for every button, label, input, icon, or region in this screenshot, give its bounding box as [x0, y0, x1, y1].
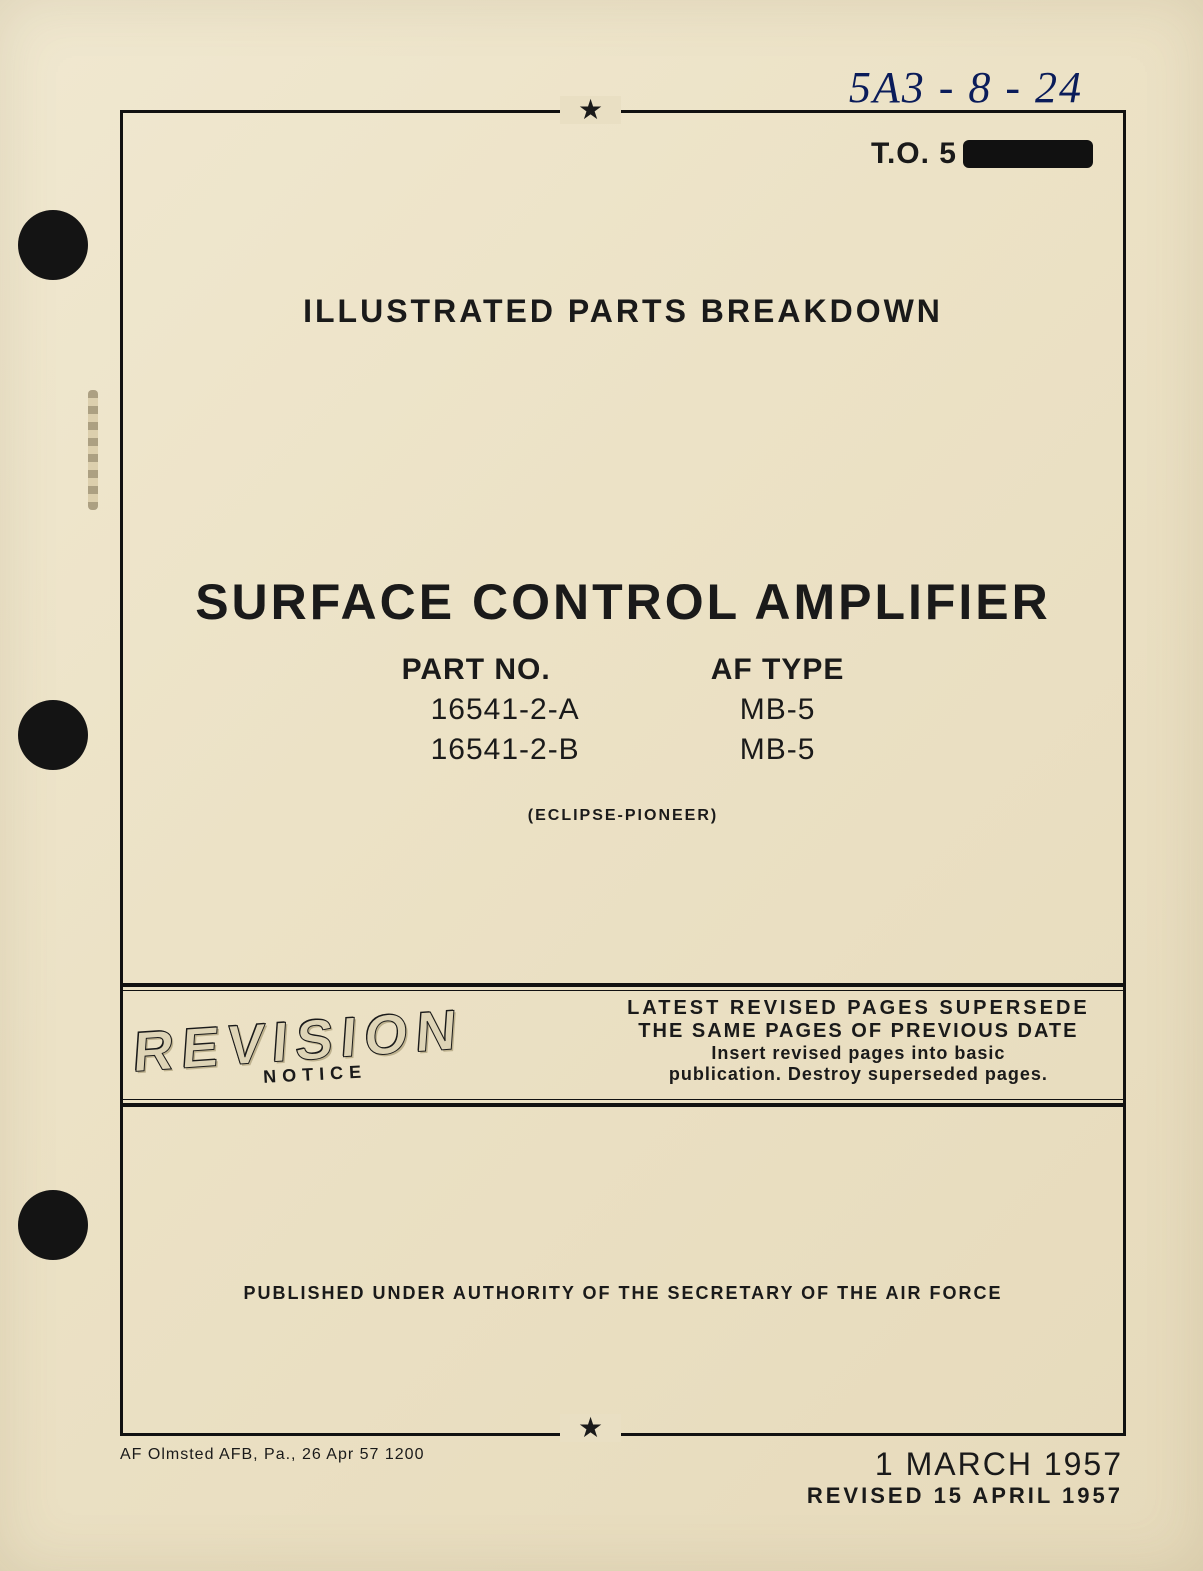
- print-frame: T.O. 5 ILLUSTRATED PARTS BREAKDOWN SURFA…: [120, 110, 1126, 1436]
- aftype-cell: MB-5: [740, 733, 816, 767]
- to-prefix: T.O. 5: [871, 137, 957, 171]
- issue-date: 1 MARCH 1957: [807, 1446, 1123, 1483]
- handwritten-annotation: 5A3 - 8 - 24: [849, 62, 1083, 113]
- parts-table: PART NO. AF TYPE 16541-2-A MB-5 16541-2-…: [123, 653, 1123, 825]
- binding-mark: [88, 390, 98, 510]
- revision-date: REVISED 15 APRIL 1957: [807, 1483, 1123, 1509]
- revision-line: THE SAME PAGES OF PREVIOUS DATE: [614, 1020, 1103, 1043]
- hole-punch: [18, 700, 88, 770]
- authority-line: PUBLISHED UNDER AUTHORITY OF THE SECRETA…: [123, 1283, 1123, 1304]
- document-type-heading: ILLUSTRATED PARTS BREAKDOWN: [123, 293, 1123, 330]
- aftype-cell: MB-5: [740, 693, 816, 727]
- document-page: 5A3 - 8 - 24 T.O. 5 ILLUSTRATED PARTS BR…: [0, 0, 1203, 1571]
- star-ornament-icon: ★: [560, 1414, 621, 1442]
- redaction-bar: [963, 140, 1093, 168]
- revision-notice-band: REVISION NOTICE LATEST REVISED PAGES SUP…: [123, 983, 1123, 1107]
- revision-line: publication. Destroy superseded pages.: [614, 1064, 1103, 1085]
- manufacturer-label: (ECLIPSE-PIONEER): [123, 807, 1123, 825]
- col-header-aftype: AF TYPE: [711, 653, 845, 687]
- date-block: 1 MARCH 1957 REVISED 15 APRIL 1957: [807, 1446, 1123, 1509]
- partno-cell: 16541-2-A: [431, 693, 580, 727]
- col-header-partno: PART NO.: [402, 653, 551, 687]
- hole-punch: [18, 210, 88, 280]
- star-ornament-icon: ★: [560, 96, 621, 124]
- revision-line: LATEST REVISED PAGES SUPERSEDE: [614, 997, 1103, 1020]
- to-number: T.O. 5: [871, 137, 1093, 171]
- print-info: AF Olmsted AFB, Pa., 26 Apr 57 1200: [120, 1446, 424, 1464]
- revision-line: Insert revised pages into basic: [614, 1043, 1103, 1064]
- revision-text: LATEST REVISED PAGES SUPERSEDE THE SAME …: [614, 997, 1103, 1085]
- hole-punch: [18, 1190, 88, 1260]
- partno-cell: 16541-2-B: [431, 733, 580, 767]
- document-title: SURFACE CONTROL AMPLIFIER: [123, 573, 1123, 631]
